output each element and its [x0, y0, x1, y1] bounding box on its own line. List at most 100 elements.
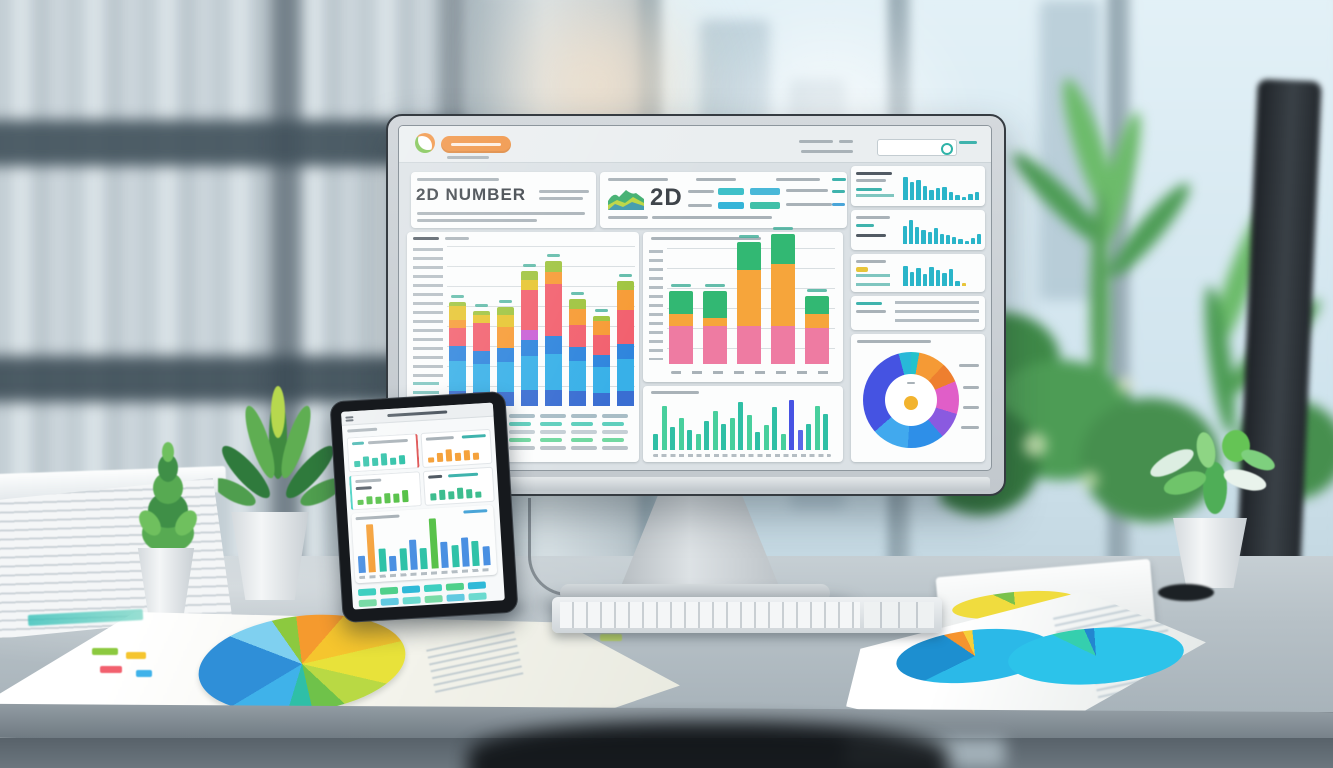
area-chart-thumbnail — [608, 190, 644, 210]
y-axis-labels — [649, 250, 663, 360]
stat-value — [461, 434, 486, 439]
summary-label — [856, 310, 886, 313]
tablet-bar-chart — [356, 515, 493, 574]
monitor-cable — [528, 498, 601, 596]
kpi-kicker — [696, 178, 736, 181]
keyboard — [552, 597, 942, 633]
panel-subtitle — [856, 179, 886, 182]
kpi-kicker — [776, 178, 820, 181]
panel-title — [856, 172, 892, 175]
table-column — [540, 414, 566, 454]
keyboard-numpad — [864, 602, 934, 628]
donut-label — [961, 426, 979, 429]
kpi-kicker — [608, 178, 668, 181]
legend-swatch — [92, 648, 118, 655]
stacked-bar-chart — [449, 244, 635, 406]
nav-subtext — [801, 150, 853, 153]
panel-sparkline — [856, 274, 890, 286]
large-potted-plant — [218, 386, 338, 506]
kpi-card: 2D — [600, 172, 847, 228]
app-logo-icon — [415, 133, 435, 153]
table-column — [509, 414, 535, 454]
donut-panel — [851, 334, 985, 462]
kpi-link[interactable] — [832, 178, 846, 181]
donut-label — [959, 364, 979, 367]
button-caption — [447, 156, 489, 159]
tablet-stat-card-4 — [422, 466, 495, 506]
nav-link[interactable] — [839, 140, 853, 143]
report-mark — [600, 634, 622, 641]
tablet-stat-card-2 — [420, 428, 493, 469]
trend-panel-2 — [851, 210, 985, 250]
stat-mini-bars — [357, 489, 409, 506]
plant-pot — [137, 548, 195, 614]
legend-label — [688, 204, 712, 207]
kpi-link[interactable] — [832, 190, 845, 193]
tablet-data-table — [357, 581, 488, 610]
kpi-metric: 2D — [650, 184, 683, 211]
trend-panel-3 — [851, 254, 985, 292]
panel-title — [856, 216, 890, 219]
donut-center — [885, 374, 937, 426]
plant-pot — [231, 512, 309, 600]
monitor-chin — [398, 477, 990, 491]
panel-title — [651, 237, 761, 240]
primary-action-button[interactable] — [441, 136, 511, 153]
summary-paragraph — [895, 301, 979, 327]
chart-legend — [463, 509, 488, 514]
donut-label — [963, 406, 979, 409]
legend-label — [688, 190, 714, 193]
legend-swatch — [100, 666, 122, 673]
hamburger-menu-icon[interactable] — [345, 416, 354, 419]
legend-chip — [718, 202, 744, 209]
stat-label — [367, 438, 408, 445]
headline-side-note — [539, 197, 583, 200]
legend-chip — [750, 202, 780, 209]
mid-stacked-chart — [669, 227, 835, 364]
stat-mini-bars — [430, 486, 482, 501]
summary-link[interactable] — [856, 302, 882, 305]
kpi-link[interactable] — [832, 203, 845, 206]
x-axis-labels — [653, 454, 831, 457]
trend-panel-1 — [851, 166, 985, 206]
dashboard-topbar — [399, 126, 991, 163]
donut-center-text — [907, 382, 915, 384]
headline-side-note — [539, 190, 589, 193]
tablet-header — [341, 402, 494, 426]
headline-body — [417, 219, 537, 222]
stat-value — [355, 486, 372, 491]
keyboard-keys — [560, 602, 860, 628]
kpi-footnote — [652, 216, 772, 219]
headline-body — [417, 212, 585, 215]
tab[interactable] — [445, 237, 469, 240]
panel-title — [857, 340, 931, 343]
tab-active[interactable] — [413, 237, 439, 240]
legend-value — [786, 189, 828, 192]
chart-title — [355, 514, 400, 521]
legend-swatch — [126, 652, 146, 659]
nav-link[interactable] — [799, 140, 833, 143]
stat-mini-bars — [427, 448, 480, 463]
panel-title — [651, 391, 699, 394]
donut-center-dot — [904, 396, 918, 410]
tablet-title — [387, 410, 448, 418]
account-menu[interactable] — [959, 141, 977, 144]
small-potted-plant — [139, 442, 197, 553]
trend-bars-2 — [903, 216, 982, 244]
legend-chip — [750, 188, 780, 195]
headline-kicker — [417, 178, 499, 181]
legend-swatch — [136, 670, 152, 677]
thumbnail-caption — [608, 216, 648, 219]
panel-badge — [856, 267, 868, 272]
search-input[interactable] — [877, 139, 957, 156]
side-label-column — [413, 248, 443, 378]
stat-label — [448, 472, 479, 478]
desk-plant-right — [1150, 430, 1275, 514]
plant-pot-right — [1173, 518, 1247, 588]
stat-label — [355, 478, 382, 484]
tablet — [329, 390, 519, 624]
search-icon — [941, 143, 953, 155]
stat-mini-bars — [354, 452, 406, 468]
foreground-chair — [468, 722, 948, 768]
